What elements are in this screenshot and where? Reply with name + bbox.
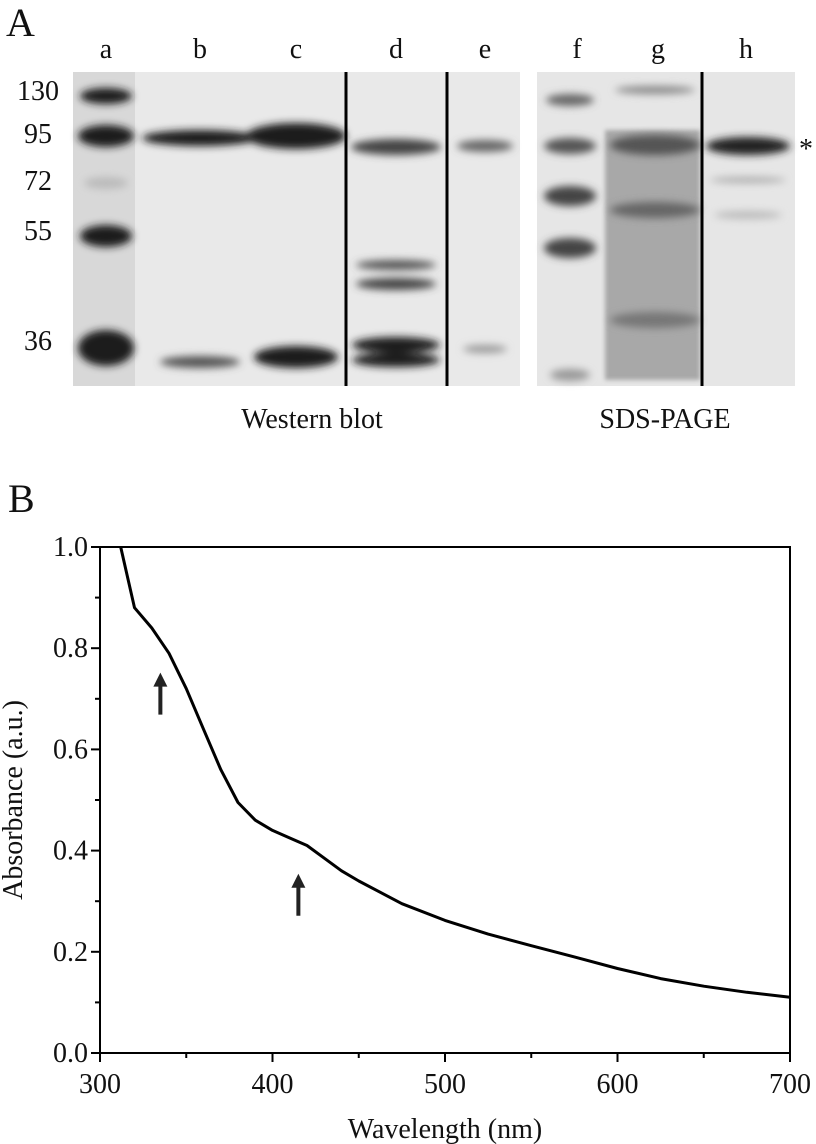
lane-label: b (193, 34, 207, 65)
x-tick-label: 400 (252, 1069, 294, 1100)
mw-marker: 36 (24, 326, 52, 357)
caption: SDS-PAGE (599, 404, 730, 435)
absorbance-line (119, 546, 791, 999)
mw-marker: 95 (24, 119, 52, 150)
arrow-head (291, 873, 306, 888)
mw-marker: 72 (24, 166, 52, 197)
y-tick-label: 1.0 (53, 532, 88, 563)
x-axis-title: Wavelength (nm) (348, 1114, 542, 1144)
mw-marker: 55 (24, 216, 52, 247)
western-blot-gel (73, 72, 520, 386)
x-tick-label: 300 (79, 1069, 121, 1100)
lane-label: g (651, 34, 665, 65)
caption: Western blot (241, 404, 383, 435)
panel-label: A (6, 0, 35, 45)
x-tick-label: 600 (597, 1069, 639, 1100)
mw-marker: 130 (17, 76, 59, 107)
y-tick-label: 0.8 (53, 633, 88, 664)
lane-label: e (479, 34, 491, 65)
y-tick-label: 0.2 (53, 937, 88, 968)
sds-page-gel (537, 72, 795, 386)
y-tick-label: 0.4 (53, 836, 88, 867)
arrow-head (153, 672, 168, 687)
lane-label: h (739, 34, 753, 65)
x-tick-label: 700 (769, 1069, 811, 1100)
x-tick-label: 500 (424, 1069, 466, 1100)
y-tick-label: 0.6 (53, 734, 88, 765)
lane-label: f (572, 34, 582, 65)
lane-label: d (389, 34, 403, 65)
y-tick-label: 0.0 (53, 1038, 88, 1069)
lane-label: a (100, 34, 113, 65)
y-axis-title: Absorbance (a.u.) (0, 700, 29, 900)
plot-frame (99, 546, 791, 1054)
asterisk: * (799, 134, 813, 165)
lane-label: c (290, 34, 302, 65)
panel-label: B (8, 476, 35, 521)
